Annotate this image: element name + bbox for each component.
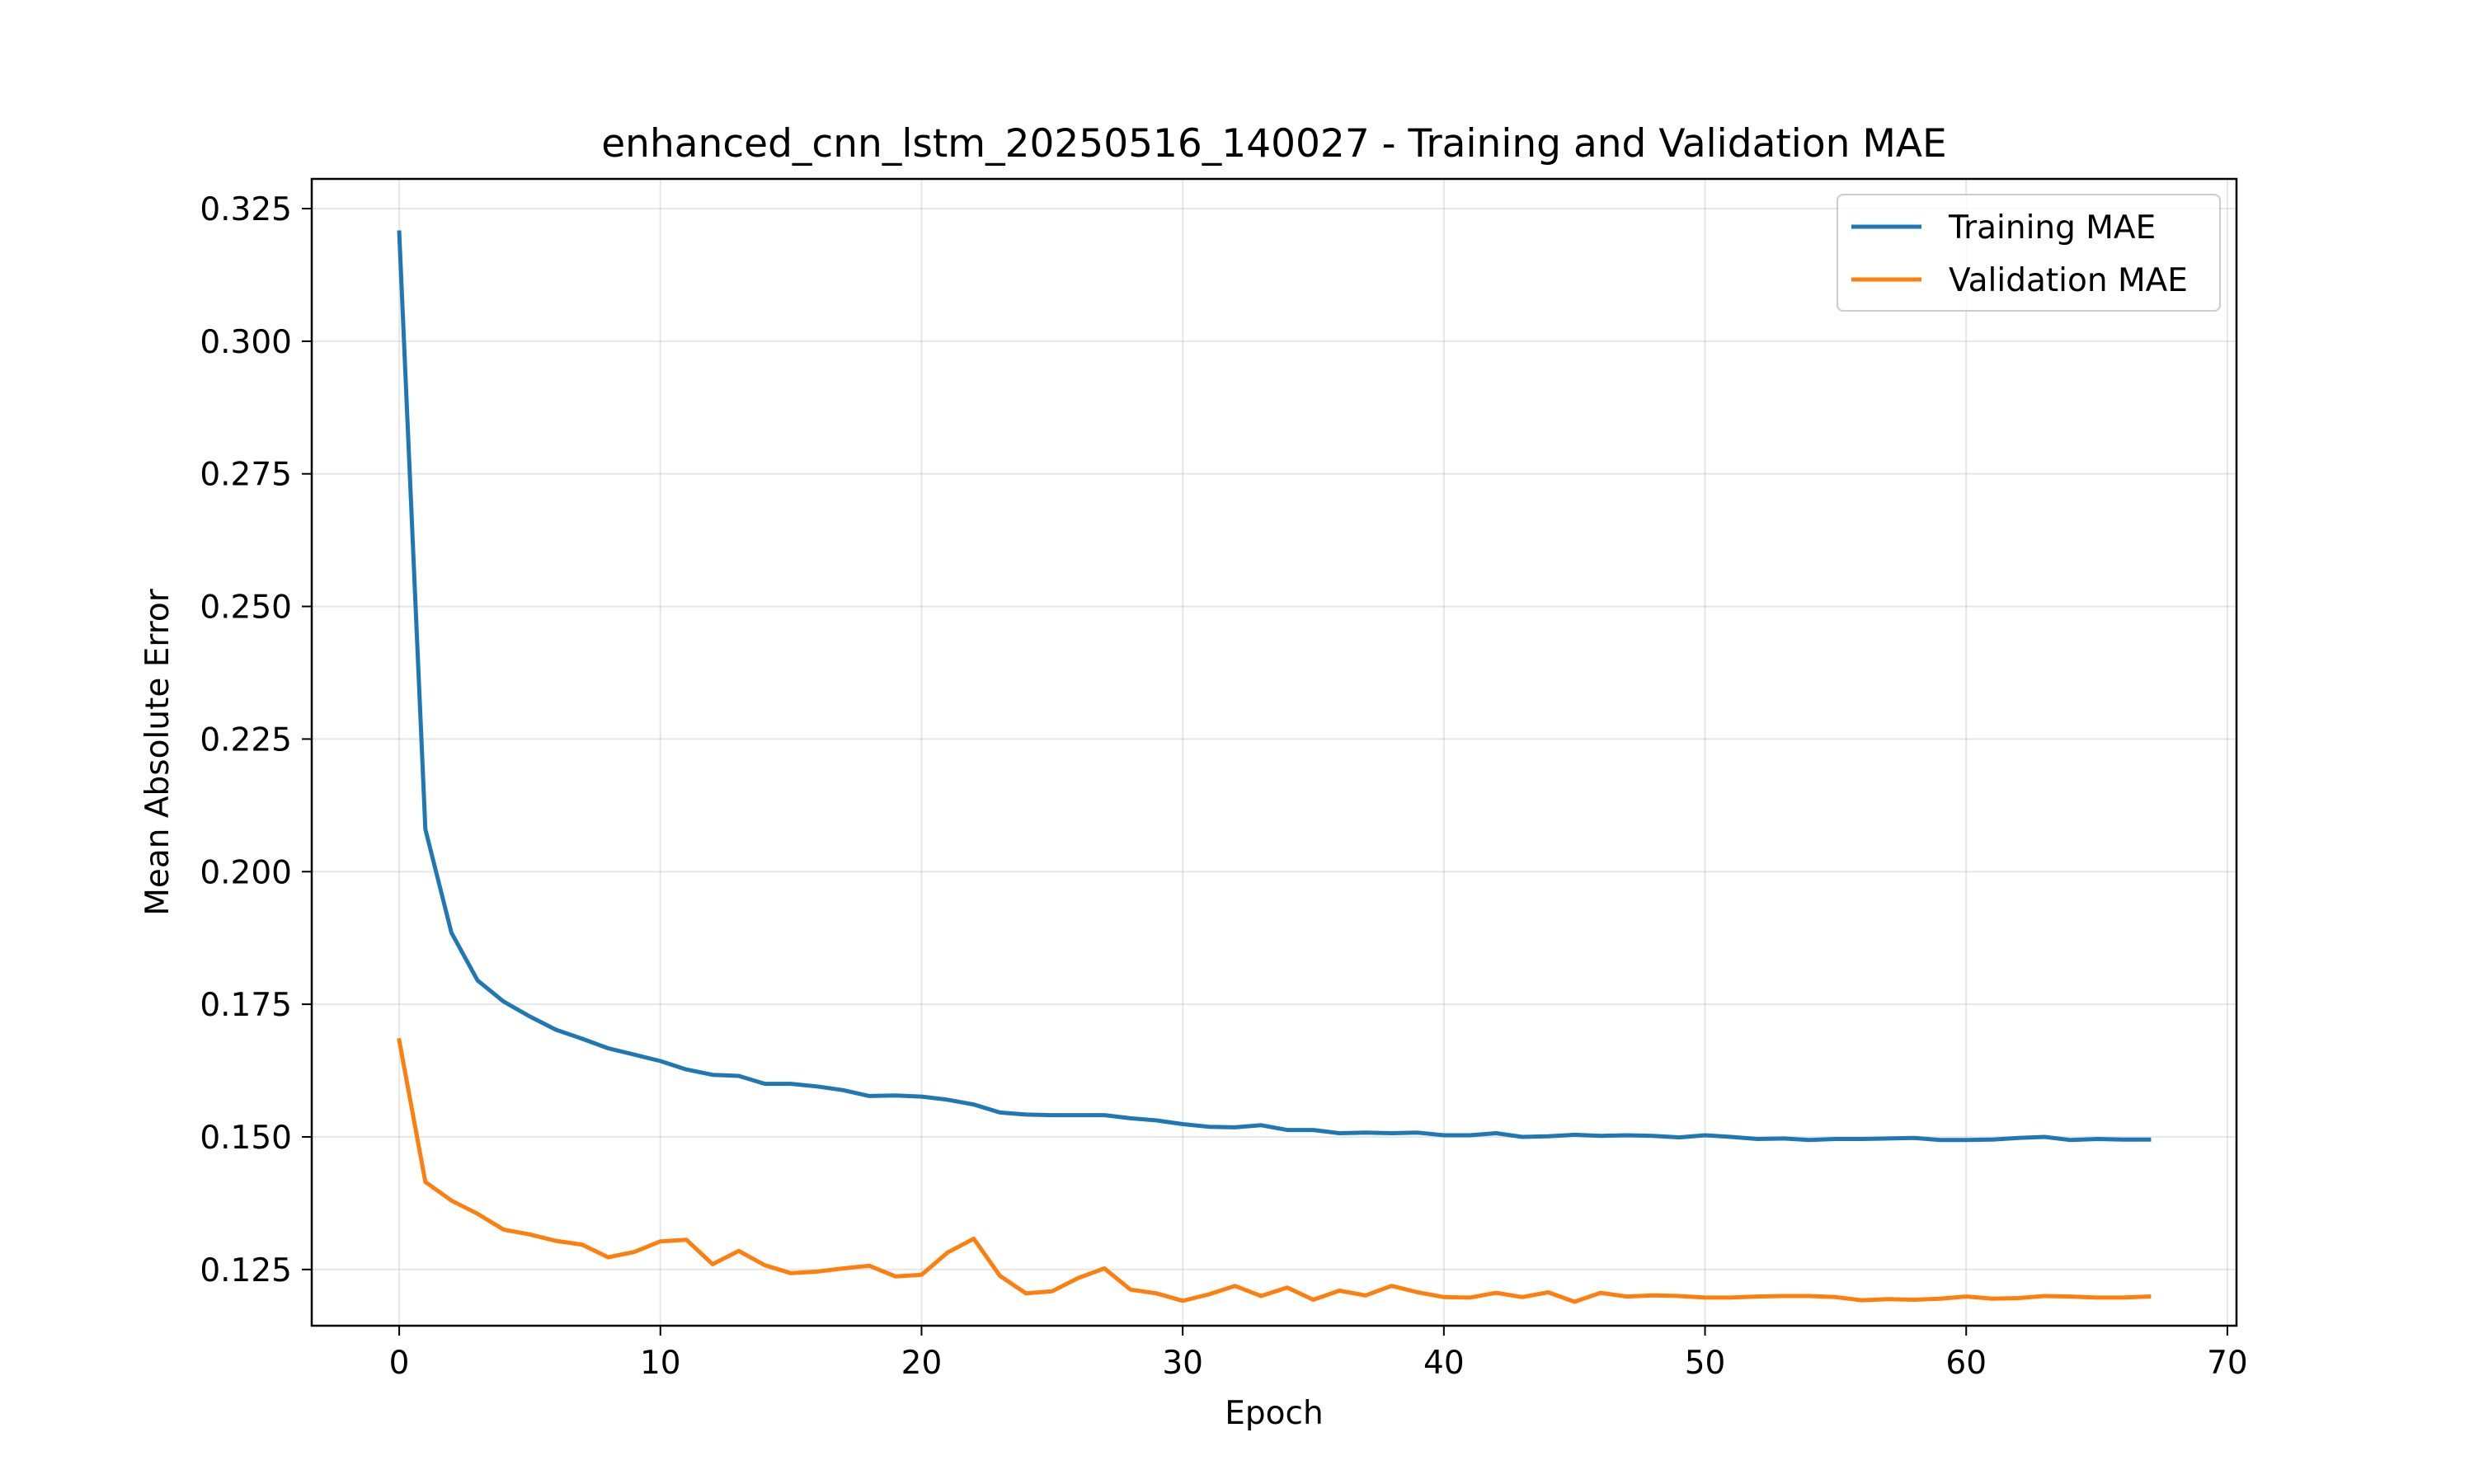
x-tick-label: 70 xyxy=(2207,1345,2248,1382)
x-tick-label: 60 xyxy=(1945,1345,1987,1382)
chart-title: enhanced_cnn_lstm_20250516_140027 - Trai… xyxy=(601,121,1947,167)
x-tick-label: 0 xyxy=(389,1345,410,1382)
y-tick-label: 0.250 xyxy=(200,589,292,627)
legend-box xyxy=(1837,194,2221,312)
legend-label: Training MAE xyxy=(1948,209,2156,247)
y-tick-label: 0.175 xyxy=(200,987,292,1024)
x-axis-label: Epoch xyxy=(1225,1395,1323,1432)
series-line-validation-mae xyxy=(397,1037,2152,1304)
legend-label: Validation MAE xyxy=(1949,262,2188,299)
x-tick-label: 10 xyxy=(640,1345,681,1382)
x-tick-label: 40 xyxy=(1423,1345,1465,1382)
y-tick-label: 0.300 xyxy=(200,324,292,361)
legend: Training MAE Validation MAE xyxy=(1837,194,2221,312)
x-tick-label: 50 xyxy=(1685,1345,1726,1382)
x-tick-label: 30 xyxy=(1162,1345,1203,1382)
y-tick-label: 0.275 xyxy=(200,457,292,494)
series-layer xyxy=(397,230,2152,1304)
y-tick-label: 0.325 xyxy=(200,191,292,228)
plot-frame xyxy=(310,177,2238,1327)
x-tick-label: 20 xyxy=(901,1345,943,1382)
y-tick-label: 0.125 xyxy=(200,1252,292,1289)
y-tick-label: 0.225 xyxy=(200,721,292,758)
y-tick-label: 0.150 xyxy=(200,1120,292,1157)
y-axis-label: Mean Absolute Error xyxy=(139,588,176,916)
y-tick-label: 0.200 xyxy=(200,854,292,891)
ticks: 0 10 20 30 40 50 60 70 0.125 0.150 0.175 0.200 0.225… xyxy=(200,191,2247,1382)
series-line-training-mae xyxy=(397,230,2152,1143)
